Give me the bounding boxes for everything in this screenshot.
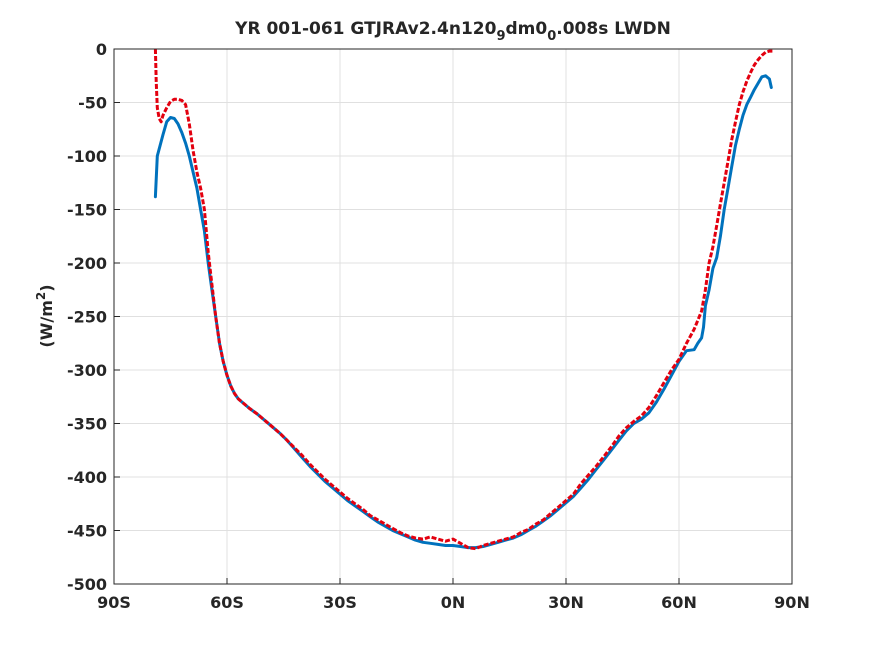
ticks: 90S 60S 30S 0N 30N 60N 90N 0 -50 -100 -150 -200 -250… xyxy=(67,40,810,612)
x-tick-label: 60N xyxy=(661,593,697,612)
x-tick-label: 0N xyxy=(441,593,466,612)
x-tick-label: 60S xyxy=(210,593,244,612)
y-tick-label: -150 xyxy=(67,201,107,220)
y-tick-label: -50 xyxy=(78,94,107,113)
x-tick-label: 30S xyxy=(323,593,357,612)
x-tick-label: 90S xyxy=(97,593,131,612)
title-subscript-1: 9 xyxy=(496,29,505,44)
chart-title: YR 001-061 GTJRAv2.4n1209dm00.008s LWDN xyxy=(234,19,671,44)
title-subscript-2: 0 xyxy=(547,29,556,44)
y-tick-label: -450 xyxy=(67,522,107,541)
y-tick-label: -100 xyxy=(67,147,107,166)
y-tick-label: -500 xyxy=(67,575,107,594)
y-tick-label: -400 xyxy=(67,468,107,487)
ylabel-suffix: ) xyxy=(37,284,56,291)
title-middle: dm0 xyxy=(505,19,547,39)
y-axis-label: (W/m2) xyxy=(34,284,56,347)
x-tick-label: 30N xyxy=(548,593,584,612)
y-tick-label: -250 xyxy=(67,308,107,327)
y-tick-label: -200 xyxy=(67,254,107,273)
series-line-2 xyxy=(153,48,774,551)
ylabel-superscript: 2 xyxy=(34,292,48,300)
ylabel-prefix: (W/m xyxy=(37,300,56,347)
y-tick-label: -350 xyxy=(67,415,107,434)
title-prefix: YR 001-061 GTJRAv2.4n120 xyxy=(234,19,496,39)
y-tick-label: 0 xyxy=(96,40,107,59)
series-group xyxy=(153,48,774,551)
y-tick-label: -300 xyxy=(67,361,107,380)
x-tick-label: 90N xyxy=(774,593,810,612)
title-suffix: .008s LWDN xyxy=(556,19,671,39)
